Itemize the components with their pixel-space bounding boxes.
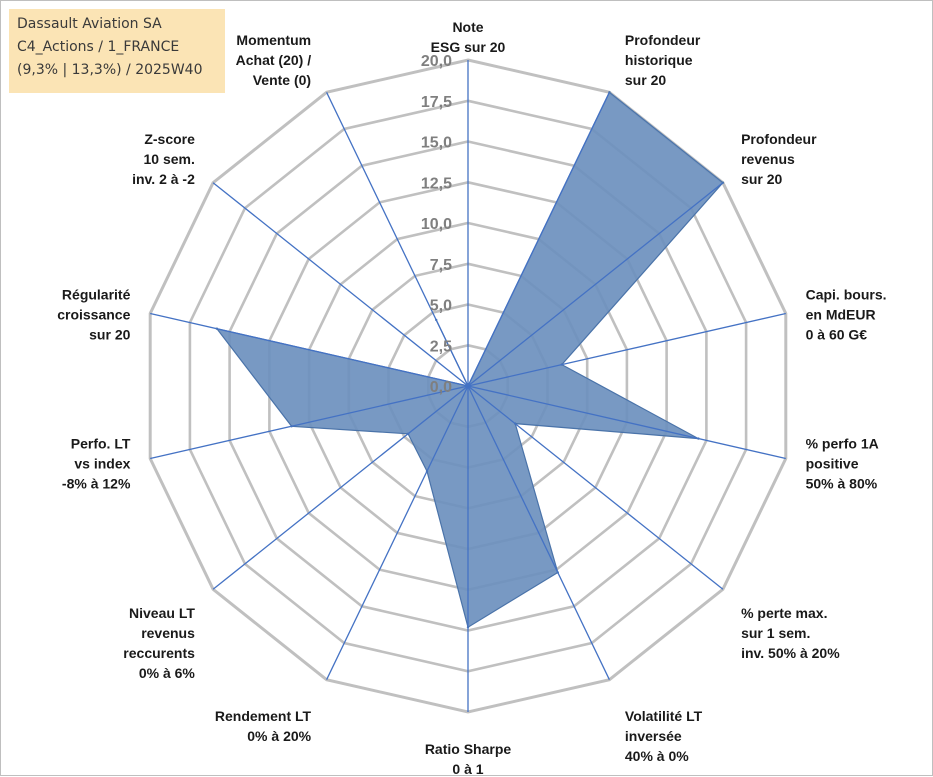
category-label-9: Niveau LT revenus reccurents 0% à 6%	[123, 605, 195, 681]
category-label-line: % perfo 1A	[806, 435, 879, 451]
category-label-0: Note ESG sur 20	[431, 19, 506, 55]
category-label-line: Rendement LT	[215, 708, 312, 724]
category-label-line: 0 à 1	[452, 761, 483, 777]
tick-label: 17,5	[421, 94, 452, 111]
category-label-6: Volatilité LT inversée 40% à 0%	[625, 708, 703, 764]
tick-label: 2,5	[430, 338, 452, 355]
axis-spoke-1	[467, 92, 610, 387]
category-label-line: Niveau LT	[129, 605, 195, 621]
info-box-category: C4_Actions / 1_FRANCE	[17, 39, 180, 55]
radar-axes	[150, 60, 786, 712]
category-label-line: positive	[806, 455, 859, 471]
tick-label: 10,0	[421, 216, 452, 233]
category-label-line: inv. 2 à -2	[132, 171, 195, 187]
category-label-line: sur 20	[89, 327, 130, 343]
axis-spoke-2	[467, 182, 724, 387]
category-label-line: ESG sur 20	[431, 39, 506, 55]
category-label-line: revenus	[741, 151, 795, 167]
category-label-line: en MdEUR	[806, 307, 876, 323]
category-label-line: historique	[625, 52, 693, 68]
category-label-1: Profondeur historique sur 20	[625, 32, 701, 88]
axis-spoke-10	[150, 385, 469, 460]
category-label-7: Ratio Sharpe 0 à 1	[425, 741, 512, 777]
axis-spoke-3	[467, 312, 786, 387]
category-label-line: Achat (20) /	[236, 52, 312, 68]
category-labels: Note ESG sur 20 Profondeur historique sur 20…	[57, 19, 886, 777]
category-label-4: % perfo 1A positive 50% à 80%	[806, 435, 879, 491]
category-label-2: Profondeur revenus sur 20	[741, 131, 817, 187]
category-label-line: croissance	[57, 307, 130, 323]
category-label-line: Régularité	[62, 287, 131, 303]
category-label-line: inversée	[625, 728, 682, 744]
tick-label: 15,0	[421, 135, 452, 152]
category-label-line: revenus	[141, 625, 195, 641]
category-label-line: Z-score	[144, 131, 195, 147]
category-label-line: Perfo. LT	[71, 435, 131, 451]
tick-label: 12,5	[421, 175, 452, 192]
category-label-13: Momentum Achat (20) / Vente (0)	[236, 32, 312, 88]
category-label-line: Volatilité LT	[625, 708, 703, 724]
category-label-10: Perfo. LT vs index -8% à 12%	[62, 435, 131, 491]
axis-spoke-9	[212, 385, 469, 590]
category-label-line: reccurents	[123, 645, 195, 661]
tick-label: 7,5	[430, 257, 452, 274]
axis-spoke-6	[467, 385, 610, 680]
category-label-line: 0% à 20%	[247, 728, 311, 744]
tick-label: 5,0	[430, 298, 452, 315]
category-label-line: 0% à 6%	[139, 665, 196, 681]
axis-spoke-8	[326, 385, 469, 680]
axis-spoke-4	[467, 385, 786, 460]
category-label-line: 40% à 0%	[625, 748, 689, 764]
info-box-title: Dassault Aviation SA	[17, 16, 162, 32]
category-label-line: Ratio Sharpe	[425, 741, 512, 757]
tick-label: 0,0	[430, 379, 452, 396]
category-label-3: Capi. bours. en MdEUR 0 à 60 G€	[806, 287, 887, 343]
info-box-stats: (9,3% | 13,3%) / 2025W40	[17, 62, 203, 78]
category-label-line: 50% à 80%	[806, 475, 878, 491]
category-label-line: Capi. bours.	[806, 287, 887, 303]
axis-spoke-11	[150, 312, 469, 387]
tick-label: 20,0	[421, 53, 452, 70]
category-label-line: 10 sem.	[144, 151, 195, 167]
category-label-12: Z-score 10 sem. inv. 2 à -2	[132, 131, 195, 187]
category-label-line: vs index	[74, 455, 130, 471]
category-label-line: sur 20	[625, 72, 666, 88]
category-label-8: Rendement LT 0% à 20%	[215, 708, 312, 744]
category-label-line: Profondeur	[741, 131, 817, 147]
axis-spoke-12	[212, 182, 469, 387]
category-label-line: Note	[452, 19, 483, 35]
category-label-line: 0 à 60 G€	[806, 327, 868, 343]
radial-tick-labels: 0,0 2,5 5,0 7,5 10,0 12,5 15,0 17,5 20,0	[421, 53, 452, 396]
category-label-line: Profondeur	[625, 32, 701, 48]
category-label-line: Momentum	[236, 32, 311, 48]
axis-spoke-13	[326, 92, 469, 387]
category-label-line: Vente (0)	[253, 72, 311, 88]
category-label-line: -8% à 12%	[62, 475, 131, 491]
axis-spoke-5	[467, 385, 724, 590]
info-box: Dassault Aviation SA C4_Actions / 1_FRAN…	[9, 9, 225, 93]
category-label-5: % perte max. sur 1 sem. inv. 50% à 20%	[741, 605, 840, 661]
category-label-line: % perte max.	[741, 605, 827, 621]
category-label-line: sur 20	[741, 171, 782, 187]
category-label-line: sur 1 sem.	[741, 625, 810, 641]
category-label-11: Régularité croissance sur 20	[57, 287, 130, 343]
category-label-line: inv. 50% à 20%	[741, 645, 840, 661]
